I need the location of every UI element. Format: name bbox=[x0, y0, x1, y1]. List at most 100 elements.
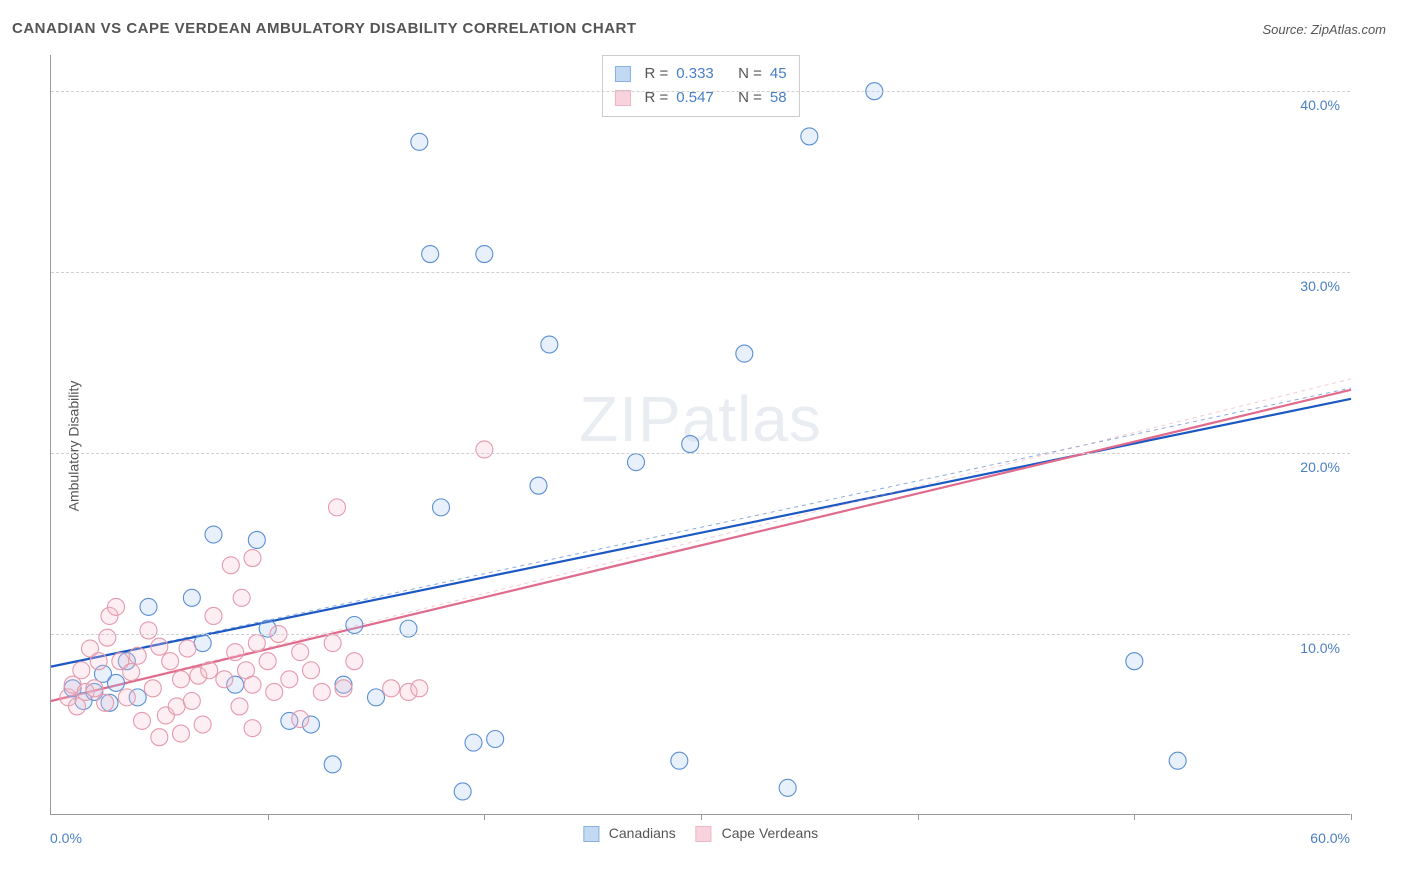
data-point bbox=[244, 550, 261, 567]
r-value-capeverdeans: 0.547 bbox=[676, 86, 714, 110]
y-tick-label: 10.0% bbox=[1300, 640, 1340, 656]
y-tick-label: 20.0% bbox=[1300, 459, 1340, 475]
data-point bbox=[422, 246, 439, 263]
legend-item-canadians: Canadians bbox=[583, 825, 676, 842]
data-point bbox=[233, 589, 250, 606]
r-value-canadians: 0.333 bbox=[676, 62, 714, 86]
data-point bbox=[129, 647, 146, 664]
data-point bbox=[194, 716, 211, 733]
n-value-capeverdeans: 58 bbox=[770, 86, 787, 110]
gridline bbox=[51, 272, 1350, 273]
swatch-canadians-icon bbox=[614, 66, 630, 82]
data-point bbox=[248, 635, 265, 652]
swatch-canadians-icon bbox=[583, 826, 599, 842]
data-point bbox=[183, 589, 200, 606]
data-point bbox=[628, 454, 645, 471]
legend-label-canadians: Canadians bbox=[609, 825, 676, 841]
data-point bbox=[1169, 752, 1186, 769]
data-point bbox=[222, 557, 239, 574]
data-point bbox=[123, 664, 140, 681]
data-point bbox=[173, 725, 190, 742]
data-point bbox=[476, 246, 493, 263]
data-point bbox=[231, 698, 248, 715]
legend-item-capeverdeans: Cape Verdeans bbox=[696, 825, 818, 842]
x-max-label: 60.0% bbox=[1310, 830, 1350, 846]
data-point bbox=[368, 689, 385, 706]
data-point bbox=[227, 644, 244, 661]
data-point bbox=[108, 674, 125, 691]
data-point bbox=[162, 653, 179, 670]
data-point bbox=[736, 345, 753, 362]
data-point bbox=[205, 526, 222, 543]
legend-stats: R = 0.333 N = 45 R = 0.547 N = 58 bbox=[601, 55, 799, 117]
r-label: R = bbox=[644, 86, 668, 110]
data-point bbox=[201, 662, 218, 679]
data-point bbox=[313, 683, 330, 700]
data-point bbox=[671, 752, 688, 769]
data-point bbox=[541, 336, 558, 353]
data-point bbox=[346, 617, 363, 634]
r-label: R = bbox=[644, 62, 668, 86]
data-point bbox=[411, 680, 428, 697]
data-point bbox=[259, 653, 276, 670]
scatter-plot-svg bbox=[51, 55, 1350, 814]
data-point bbox=[530, 477, 547, 494]
data-point bbox=[346, 653, 363, 670]
gridline bbox=[51, 634, 1350, 635]
data-point bbox=[465, 734, 482, 751]
x-tick bbox=[1351, 814, 1352, 820]
swatch-capeverdeans-icon bbox=[614, 90, 630, 106]
data-point bbox=[329, 499, 346, 516]
data-point bbox=[173, 671, 190, 688]
data-point bbox=[801, 128, 818, 145]
data-point bbox=[151, 729, 168, 746]
data-point bbox=[281, 671, 298, 688]
legend-label-capeverdeans: Cape Verdeans bbox=[722, 825, 819, 841]
data-point bbox=[411, 133, 428, 150]
data-point bbox=[99, 629, 116, 646]
data-point bbox=[194, 635, 211, 652]
data-point bbox=[140, 622, 157, 639]
data-point bbox=[151, 638, 168, 655]
trend-line bbox=[51, 399, 1351, 667]
data-point bbox=[1126, 653, 1143, 670]
data-point bbox=[454, 783, 471, 800]
data-point bbox=[244, 720, 261, 737]
data-point bbox=[433, 499, 450, 516]
trend-line-dashed bbox=[51, 379, 1351, 701]
n-label: N = bbox=[738, 62, 762, 86]
data-point bbox=[179, 640, 196, 657]
data-point bbox=[73, 662, 90, 679]
data-point bbox=[118, 689, 135, 706]
data-point bbox=[183, 693, 200, 710]
x-tick bbox=[1134, 814, 1135, 820]
data-point bbox=[216, 671, 233, 688]
x-origin-label: 0.0% bbox=[50, 830, 82, 846]
x-tick bbox=[918, 814, 919, 820]
data-point bbox=[476, 441, 493, 458]
data-point bbox=[97, 694, 114, 711]
data-point bbox=[168, 698, 185, 715]
data-point bbox=[248, 531, 265, 548]
data-point bbox=[134, 712, 151, 729]
data-point bbox=[108, 598, 125, 615]
swatch-capeverdeans-icon bbox=[696, 826, 712, 842]
data-point bbox=[335, 680, 352, 697]
data-point bbox=[266, 683, 283, 700]
trend-line-dashed bbox=[51, 388, 1351, 667]
data-point bbox=[292, 644, 309, 661]
data-point bbox=[140, 598, 157, 615]
n-label: N = bbox=[738, 86, 762, 110]
trend-line bbox=[51, 390, 1351, 701]
x-tick bbox=[701, 814, 702, 820]
data-point bbox=[324, 635, 341, 652]
legend-series: Canadians Cape Verdeans bbox=[583, 825, 818, 842]
data-point bbox=[144, 680, 161, 697]
legend-stats-row-2: R = 0.547 N = 58 bbox=[614, 86, 786, 110]
plot-area: ZIPatlas R = 0.333 N = 45 R = 0.547 N = … bbox=[50, 55, 1350, 815]
data-point bbox=[324, 756, 341, 773]
legend-stats-row-1: R = 0.333 N = 45 bbox=[614, 62, 786, 86]
data-point bbox=[383, 680, 400, 697]
data-point bbox=[244, 676, 261, 693]
data-point bbox=[86, 680, 103, 697]
